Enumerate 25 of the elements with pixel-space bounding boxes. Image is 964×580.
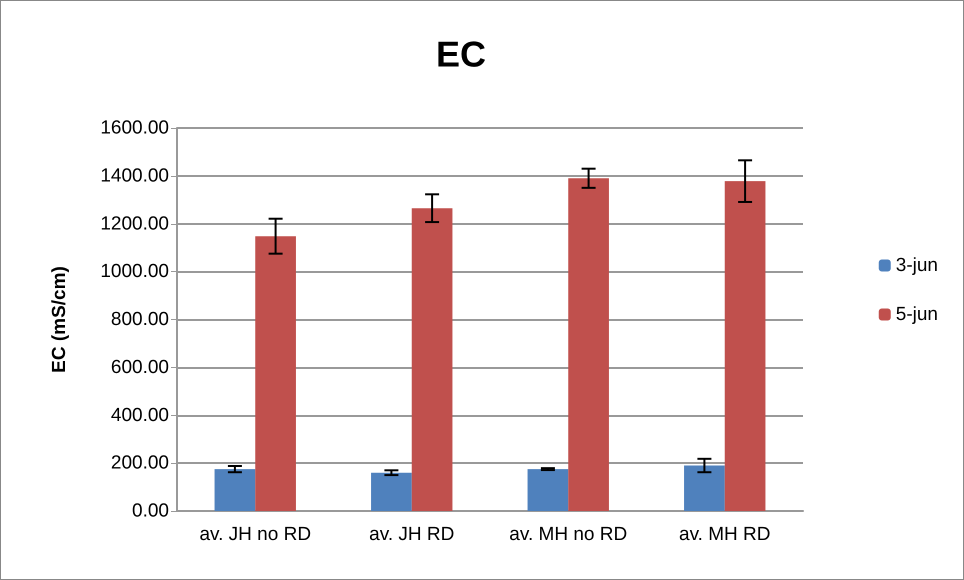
bar	[255, 236, 296, 511]
x-tick-label: av. MH no RD	[509, 524, 628, 545]
y-axis-title: EC (mS/cm)	[49, 266, 70, 373]
x-tick-label: av. JH no RD	[199, 524, 312, 545]
bar	[684, 466, 725, 511]
y-tick-label: 1600.00	[100, 118, 169, 138]
legend-label: 5-jun	[896, 304, 938, 325]
bar	[214, 469, 256, 511]
y-tick-label: 1400.00	[100, 165, 169, 186]
bar	[528, 469, 568, 511]
bar	[412, 208, 452, 511]
x-tick-label: av. MH RD	[679, 524, 770, 545]
bar	[371, 472, 412, 511]
y-tick-label: 400.00	[110, 404, 169, 426]
y-tick-label: 600.00	[110, 356, 169, 378]
x-tick-label: av. JH RD	[369, 524, 454, 545]
y-tick-label: 0.00	[132, 500, 169, 522]
chart-title: EC	[436, 34, 486, 74]
y-tick-label: 1200.00	[100, 213, 169, 234]
y-tick-label: 1000.00	[100, 261, 169, 282]
legend-label: 3-jun	[896, 255, 938, 276]
y-tick-label: 200.00	[110, 452, 169, 474]
bar	[568, 178, 609, 511]
bar	[724, 181, 766, 511]
y-tick-label: 800.00	[110, 309, 169, 330]
